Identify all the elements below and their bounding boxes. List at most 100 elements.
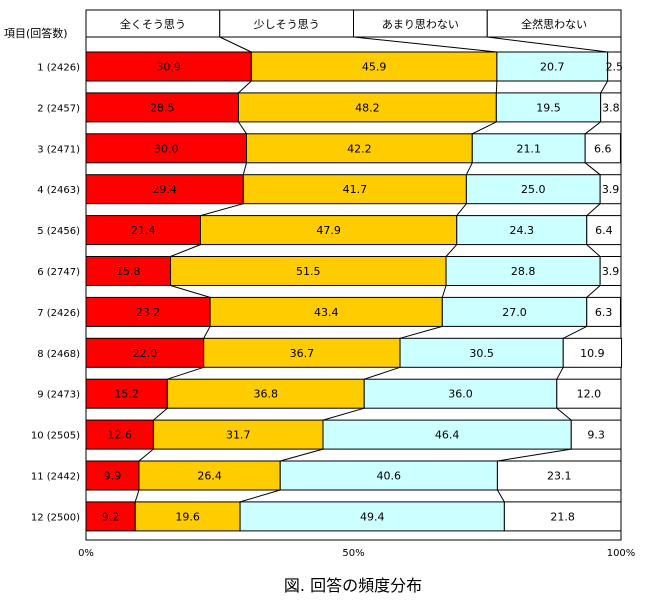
data-label: 3.9 <box>602 183 620 196</box>
category-label: 10 (2505) <box>31 431 80 442</box>
data-label: 49.4 <box>360 510 385 523</box>
bar-segment <box>562 337 623 368</box>
data-label: 9.3 <box>587 429 605 442</box>
connector-line <box>238 121 247 135</box>
bar-segment <box>85 460 140 491</box>
data-label: 12.6 <box>107 429 132 442</box>
legend-box <box>219 9 354 38</box>
bar-segment <box>85 501 136 532</box>
data-label: 29.4 <box>152 183 177 196</box>
data-label: 6.6 <box>594 142 612 155</box>
connector-line <box>219 36 252 53</box>
data-label: 36.0 <box>448 388 473 401</box>
category-label: 6 (2747) <box>37 267 80 278</box>
data-label: 6.3 <box>595 306 613 319</box>
connector-line <box>280 448 324 462</box>
connector-line <box>556 407 572 421</box>
connector-line <box>200 203 244 217</box>
data-label: 42.2 <box>347 142 372 155</box>
bar-segment <box>456 215 588 246</box>
bar-segment <box>170 256 447 286</box>
bar-segment <box>85 296 211 327</box>
bar-segment <box>363 378 558 409</box>
x-tick-label: 0% <box>78 548 94 559</box>
data-label: 23.2 <box>136 306 161 319</box>
data-label: 30.0 <box>154 142 179 155</box>
bar-segment <box>199 215 458 246</box>
bar-segment <box>495 92 602 123</box>
bar-segment <box>85 174 244 205</box>
legend: 全くそう思う 少しそう思う あまり思わない 全然思わない <box>85 9 622 38</box>
connector-line <box>242 162 247 175</box>
legend-box <box>85 9 221 38</box>
bar-segment <box>237 92 497 123</box>
data-label: 6.4 <box>595 224 613 237</box>
connector-line <box>556 367 564 380</box>
bar-segment <box>607 51 622 82</box>
data-label: 15.2 <box>114 388 139 401</box>
connector-line <box>170 285 211 298</box>
connector-line <box>203 326 211 339</box>
connector-line <box>445 244 458 257</box>
bar-segment <box>279 460 498 491</box>
data-label: 26.4 <box>197 470 222 483</box>
connector-line <box>364 366 401 380</box>
legend-box <box>486 9 622 38</box>
connector-line <box>153 407 168 421</box>
data-label: 25.0 <box>521 183 546 196</box>
data-label: 40.6 <box>377 470 402 483</box>
connector-line <box>472 121 497 135</box>
bar-segment <box>503 501 622 532</box>
data-label: 36.7 <box>290 347 315 360</box>
connector-line <box>487 36 608 53</box>
data-label: 10.9 <box>580 347 605 360</box>
chart-title: 図. 回答の頻度分布 <box>284 576 422 595</box>
bar-segment <box>570 419 622 450</box>
bar-segment <box>85 419 154 450</box>
connector-line <box>495 80 498 93</box>
connector-line <box>456 203 467 216</box>
connector-line <box>239 489 281 503</box>
connector-line <box>586 285 601 298</box>
connector-line <box>497 448 572 462</box>
connector-line <box>399 325 443 339</box>
category-labels: 1 (2426) 2 (2457) 3 (2471) 4 (2463) 5 (2456)… <box>31 63 80 524</box>
bar-segment <box>203 337 401 368</box>
bar-segment <box>209 296 443 327</box>
connector-line <box>562 325 587 339</box>
category-label: 5 (2456) <box>37 226 80 237</box>
data-label: 12.0 <box>577 388 602 401</box>
connector-line <box>353 36 497 53</box>
data-label: 3.9 <box>602 265 620 278</box>
bar-segment <box>471 133 586 164</box>
connector-line <box>238 80 252 94</box>
connector-line <box>496 489 505 503</box>
category-label: 4 (2463) <box>37 185 80 196</box>
category-label: 12 (2500) <box>31 512 80 523</box>
bar-segment <box>599 256 622 286</box>
data-label: 45.9 <box>362 61 387 74</box>
data-label: 27.0 <box>502 306 527 319</box>
bar-segment <box>246 133 473 164</box>
data-label: 3.8 <box>602 101 620 114</box>
bar-segment <box>85 378 168 409</box>
data-label: 20.7 <box>540 61 565 74</box>
bar-segment <box>250 51 498 82</box>
connector-line <box>584 121 601 135</box>
data-label: 43.4 <box>314 306 339 319</box>
data-label: 22.0 <box>133 347 158 360</box>
x-tick-labels: 0% 50% 100% <box>78 548 635 559</box>
data-label: 9.9 <box>104 470 122 483</box>
data-label: 41.7 <box>343 183 368 196</box>
bar-segment <box>586 215 622 246</box>
bar-segment <box>556 378 622 409</box>
category-label: 3 (2471) <box>37 144 80 155</box>
data-label: 21.1 <box>516 142 541 155</box>
x-tick-label: 50% <box>342 548 364 559</box>
connector-line <box>322 407 365 421</box>
bar-segment <box>138 460 281 491</box>
data-label: 28.8 <box>511 265 536 278</box>
bar-segment <box>586 296 621 327</box>
connector-line <box>441 285 447 298</box>
